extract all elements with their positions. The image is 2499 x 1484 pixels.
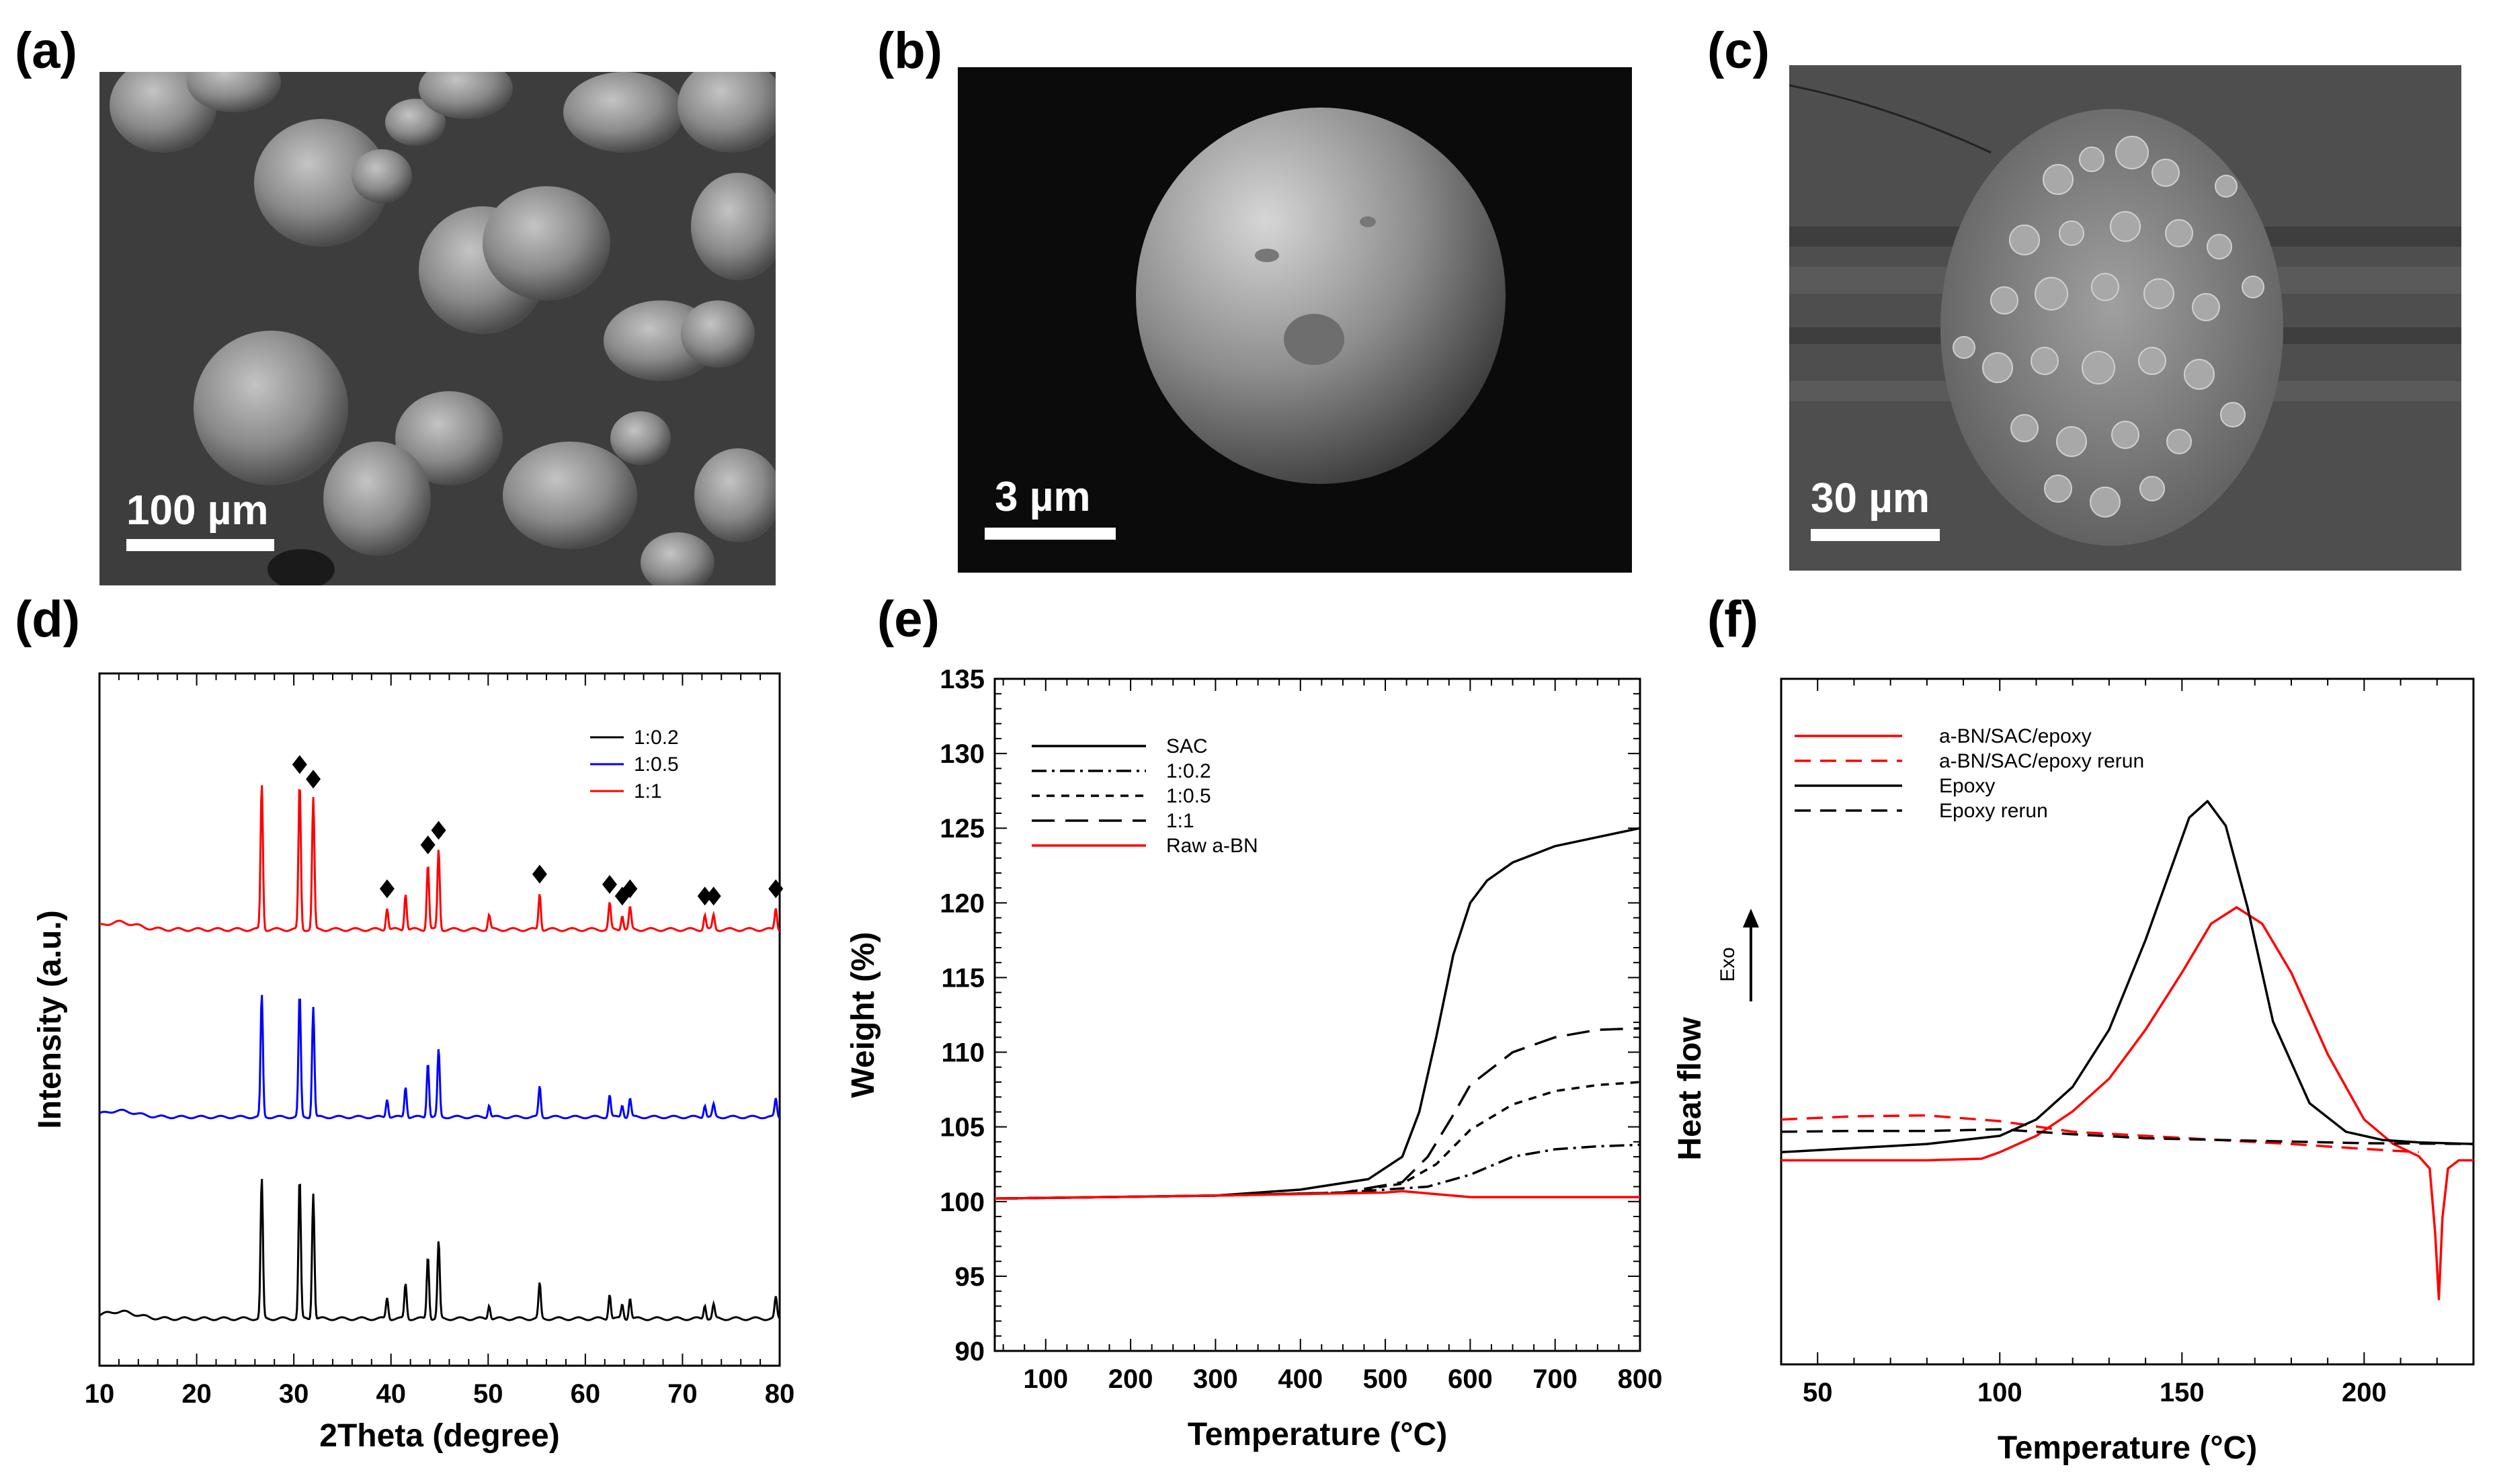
- panel-label-a: (a): [15, 22, 77, 79]
- y-tick-label: 120: [940, 889, 985, 918]
- dsc-frame: [1780, 677, 2475, 1366]
- scale-bar-label-c: 30 µm: [1811, 475, 1930, 522]
- dsc-series-line: [1781, 906, 2473, 1301]
- sem-image-c: 30 µm: [1789, 65, 2461, 571]
- peak-marker: [431, 821, 446, 840]
- legend-label: 1:1: [1166, 810, 1194, 832]
- x-tick-label: 200: [1108, 1364, 1153, 1394]
- dsc-chart: 50 100 150 200 a-BN/SAC/epoxy a-BN/SAC/epoxy …: [1660, 659, 2499, 1466]
- xrd-plot-area: 10 20 30 40 50 60 70 80 1:0.2 1:0.5 1:1: [85, 672, 795, 1409]
- tga-x-axis-title: Temperature (°C): [1188, 1417, 1447, 1452]
- tga-plot-area: 100 200 300 400 500 600 700 800 90 95 100 105 110 115…: [940, 665, 1662, 1394]
- x-tick-label: 300: [1193, 1364, 1238, 1394]
- legend-label: 1:1: [634, 780, 662, 802]
- x-tick-label: 600: [1448, 1364, 1493, 1394]
- y-tick-label: 95: [955, 1262, 985, 1292]
- dsc-series-line: [1780, 1128, 2474, 1145]
- panel-label-e: (e): [877, 591, 940, 648]
- tga-series-line: [994, 1081, 1641, 1200]
- peak-marker: [602, 874, 617, 894]
- exo-arrow-head: [1743, 909, 1759, 928]
- legend-label: 1:0.2: [634, 727, 679, 749]
- x-tick-label: 50: [1803, 1378, 1833, 1407]
- legend-label: SAC: [1166, 735, 1208, 757]
- xrd-chart: 10 20 30 40 50 60 70 80 1:0.2 1:0.5 1:1 2Theta (de…: [0, 659, 820, 1465]
- panel-label-f: (f): [1707, 591, 1758, 648]
- xrd-series-line: [99, 995, 780, 1120]
- x-tick-label: 100: [1023, 1364, 1068, 1394]
- y-tick-label: 90: [955, 1337, 985, 1366]
- xrd-series-line: [99, 1179, 781, 1321]
- x-tick-label: 10: [85, 1379, 115, 1409]
- x-tick-label: 50: [473, 1379, 503, 1409]
- tga-chart: 100 200 300 400 500 600 700 800 90 95 100 105 110 115…: [827, 659, 1662, 1465]
- x-tick-label: 40: [376, 1379, 406, 1409]
- peak-marker: [306, 770, 321, 789]
- y-tick-label: 135: [940, 665, 985, 694]
- xrd-y-axis-title: Intensity (a.u.): [32, 910, 68, 1128]
- y-tick-label: 110: [941, 1038, 985, 1068]
- panel-label-b: (b): [877, 22, 943, 79]
- sem-image-a: 100 µm: [99, 72, 776, 585]
- dsc-x-axis-title: Temperature (°C): [1998, 1430, 2257, 1466]
- x-tick-label: 500: [1363, 1364, 1408, 1394]
- dsc-series-line: [1780, 1114, 2419, 1154]
- x-tick-label: 30: [279, 1379, 309, 1409]
- x-tick-label: 700: [1532, 1364, 1578, 1394]
- tga-series-line: [994, 827, 1641, 1200]
- x-tick-label: 100: [1977, 1378, 2022, 1407]
- peak-marker: [622, 879, 638, 899]
- y-tick-label: 115: [941, 963, 985, 993]
- xrd-x-axis-title: 2Theta (degree): [319, 1418, 559, 1454]
- peak-marker: [292, 755, 307, 774]
- peak-marker: [706, 887, 721, 906]
- xrd-series-line: [99, 785, 780, 932]
- peak-marker: [697, 887, 712, 906]
- legend-label: 1:0.5: [1166, 785, 1211, 807]
- legend-label: Epoxy: [1939, 775, 1995, 797]
- x-tick-label: 20: [181, 1379, 212, 1409]
- x-tick-label: 70: [667, 1379, 698, 1409]
- tga-frame: [993, 677, 1641, 1352]
- legend-label: Raw a-BN: [1166, 835, 1258, 857]
- dsc-y-axis-title: Heat flow: [1672, 1017, 1708, 1161]
- tga-y-axis-title: Weight (%): [846, 932, 881, 1098]
- dsc-series-line: [1780, 800, 2474, 1154]
- exo-label: Exo: [1717, 947, 1739, 982]
- tga-series-line: [994, 1027, 1641, 1200]
- legend-label: a-BN/SAC/epoxy: [1939, 725, 2092, 747]
- scale-bar-label-b: 3 µm: [995, 474, 1091, 520]
- tga-series-line: [994, 1190, 1640, 1200]
- sem-image-b: 3 µm: [958, 67, 1632, 573]
- legend-label: 1:0.5: [634, 753, 679, 776]
- x-tick-label: 60: [571, 1379, 601, 1409]
- peak-marker: [420, 835, 436, 855]
- dsc-plot-area: 50 100 150 200 a-BN/SAC/epoxy a-BN/SAC/epoxy …: [1743, 677, 2475, 1407]
- panel-label-d: (d): [15, 591, 81, 648]
- x-tick-label: 800: [1618, 1364, 1663, 1394]
- x-tick-label: 200: [2342, 1378, 2387, 1407]
- peak-marker: [379, 879, 395, 899]
- x-tick-label: 400: [1278, 1364, 1323, 1394]
- legend-label: Epoxy rerun: [1939, 800, 2048, 822]
- peak-marker: [768, 879, 784, 899]
- tga-series-line: [994, 1143, 1641, 1200]
- y-tick-label: 125: [940, 814, 985, 843]
- legend-label: a-BN/SAC/epoxy rerun: [1939, 750, 2144, 772]
- y-tick-label: 105: [940, 1113, 985, 1143]
- x-tick-label: 80: [765, 1379, 795, 1409]
- panel-label-c: (c): [1707, 22, 1770, 79]
- y-tick-label: 130: [940, 739, 985, 769]
- y-tick-label: 100: [940, 1188, 985, 1217]
- legend-label: 1:0.2: [1166, 760, 1211, 782]
- xrd-frame: [98, 672, 781, 1367]
- peak-marker: [532, 864, 547, 884]
- x-tick-label: 150: [2160, 1378, 2205, 1407]
- scale-bar-label-a: 100 µm: [126, 487, 269, 534]
